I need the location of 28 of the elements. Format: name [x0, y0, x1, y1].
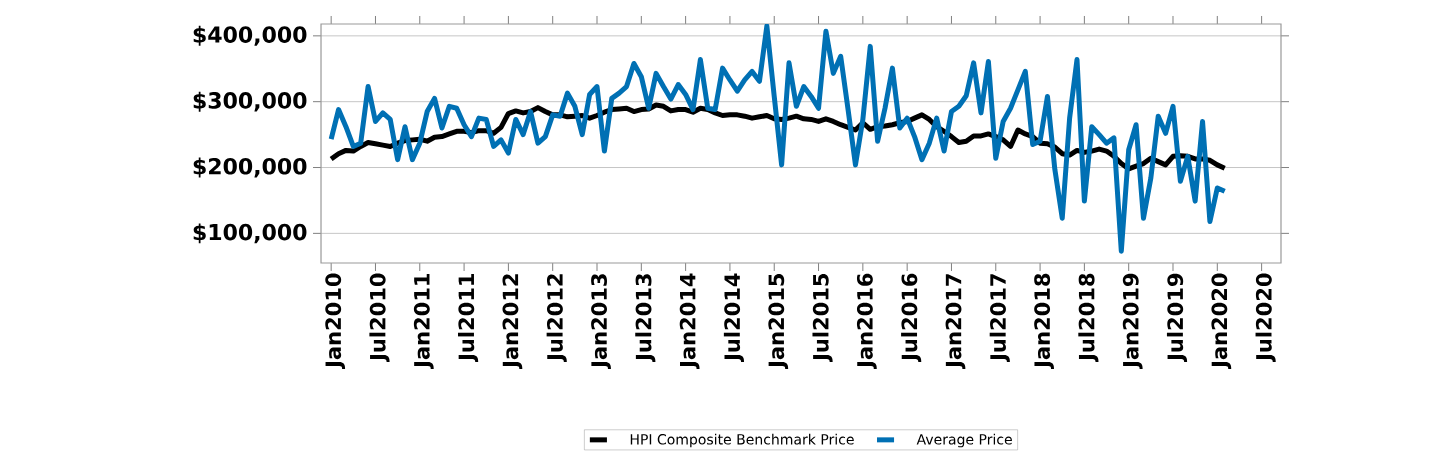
x-tick-label: Jan2011 — [413, 273, 434, 370]
x-tick-label: Jul2015 — [812, 273, 833, 363]
legend-label: HPI Composite Benchmark Price — [630, 433, 854, 448]
legend-label: Average Price — [916, 433, 1012, 448]
x-tick-label: Jan2016 — [856, 273, 877, 370]
x-tick-label: Jul2018 — [1078, 273, 1099, 363]
x-tick-label: Jan2015 — [768, 273, 789, 370]
x-tick-label: Jul2010 — [369, 273, 390, 363]
x-tick-label: Jan2014 — [679, 273, 700, 370]
x-tick-label: Jul2013 — [635, 274, 656, 363]
x-tick-label: Jul2017 — [989, 274, 1010, 363]
x-tick-label: Jul2016 — [901, 273, 922, 363]
x-tick-label: Jul2011 — [458, 273, 479, 363]
x-tick-label: Jan2020 — [1211, 273, 1232, 370]
x-tick-label: Jul2019 — [1166, 273, 1188, 363]
x-tick-label: Jan2012 — [502, 274, 523, 370]
y-tick-label: $400,000 — [193, 25, 307, 46]
y-tick-label: $300,000 — [193, 91, 307, 112]
y-tick-label: $200,000 — [193, 157, 307, 178]
x-tick-label: Jan2013 — [591, 274, 611, 370]
x-tick-label: Jan2018 — [1034, 273, 1054, 370]
x-tick-label: Jul2020 — [1255, 273, 1276, 363]
x-tick-label: Jan2019 — [1122, 273, 1143, 370]
x-tick-label: Jan2010 — [325, 273, 346, 370]
x-tick-label: Jan2017 — [945, 274, 966, 370]
y-tick-label: $100,000 — [193, 223, 307, 244]
x-tick-label: Jul2014 — [723, 273, 745, 363]
x-tick-label: Jul2012 — [546, 274, 567, 363]
